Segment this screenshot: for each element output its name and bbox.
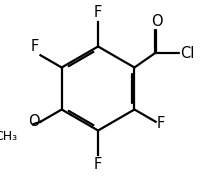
Text: O: O <box>151 14 163 29</box>
Text: F: F <box>31 39 39 54</box>
Text: F: F <box>157 116 165 131</box>
Text: CH₃: CH₃ <box>0 130 18 143</box>
Text: O: O <box>28 114 40 129</box>
Text: F: F <box>94 157 102 172</box>
Text: Cl: Cl <box>180 46 194 61</box>
Text: F: F <box>94 5 102 20</box>
